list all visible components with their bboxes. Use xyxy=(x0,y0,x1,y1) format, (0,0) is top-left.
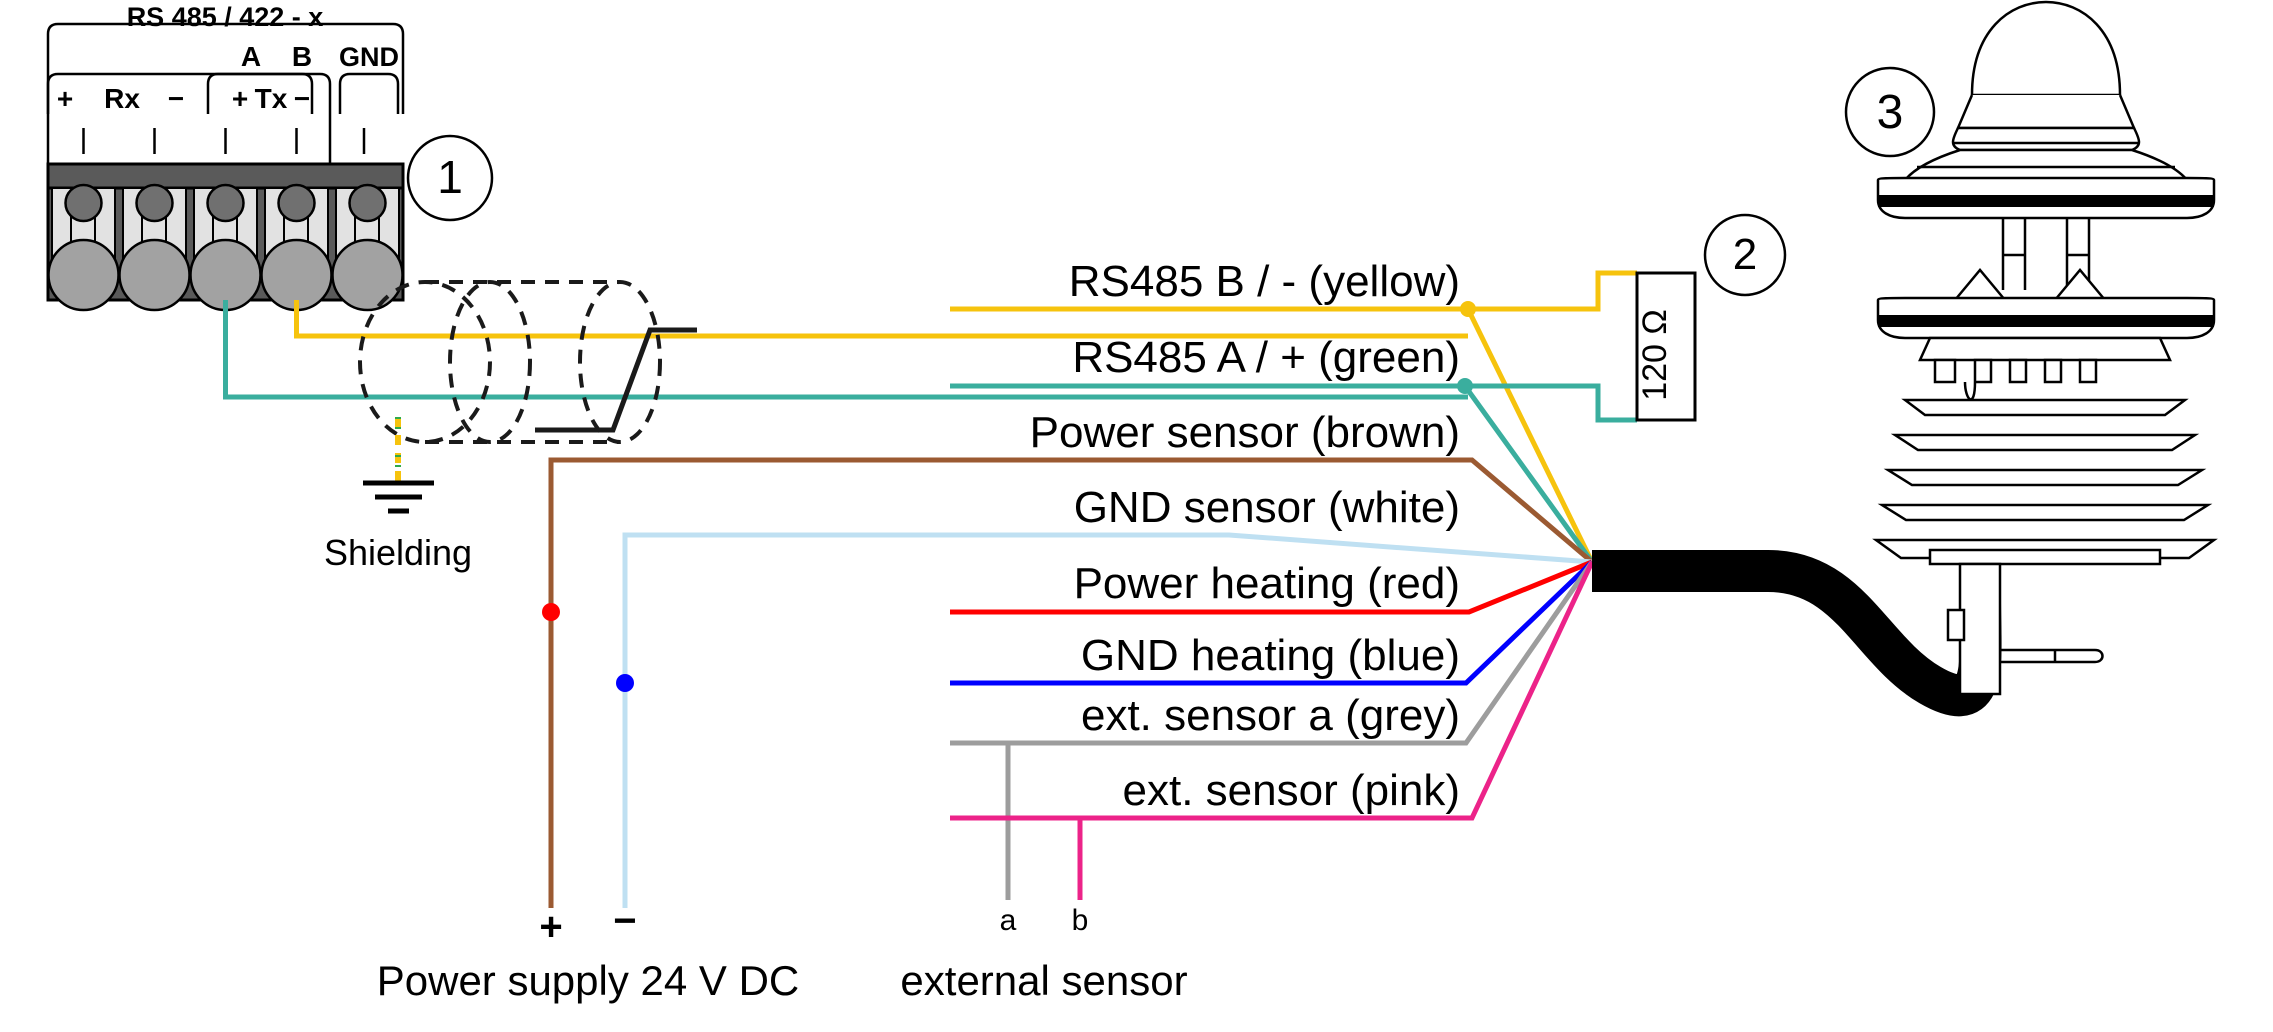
svg-text:−: − xyxy=(168,83,184,114)
svg-text:ext. sensor (pink): ext. sensor (pink) xyxy=(1123,766,1460,815)
svg-text:Rx: Rx xyxy=(104,83,140,114)
svg-text:+: + xyxy=(539,905,562,949)
svg-text:GND sensor (white): GND sensor (white) xyxy=(1074,483,1460,532)
svg-text:+: + xyxy=(57,83,73,114)
svg-text:−: − xyxy=(613,899,636,943)
svg-text:ext. sensor a (grey): ext. sensor a (grey) xyxy=(1081,691,1460,740)
svg-text:Power heating (red): Power heating (red) xyxy=(1074,559,1460,608)
svg-text:A: A xyxy=(241,41,261,72)
svg-text:GND heating (blue): GND heating (blue) xyxy=(1081,631,1460,680)
svg-text:Tx: Tx xyxy=(255,83,288,114)
svg-text:b: b xyxy=(1072,904,1089,937)
svg-text:RS 485 / 422 - x: RS 485 / 422 - x xyxy=(127,2,324,32)
svg-text:120 Ω: 120 Ω xyxy=(1636,309,1674,401)
svg-text:+: + xyxy=(232,83,248,114)
svg-text:−: − xyxy=(294,83,310,114)
svg-text:1: 1 xyxy=(437,151,463,203)
svg-text:Power sensor (brown): Power sensor (brown) xyxy=(1030,408,1460,457)
svg-text:Power supply 24 V DC: Power supply 24 V DC xyxy=(377,957,800,1004)
svg-text:Shielding: Shielding xyxy=(324,532,472,573)
svg-text:a: a xyxy=(1000,904,1017,937)
svg-text:3: 3 xyxy=(1877,86,1904,139)
svg-text:RS485 B / - (yellow): RS485 B / - (yellow) xyxy=(1069,257,1460,306)
svg-text:GND: GND xyxy=(339,42,399,72)
svg-text:2: 2 xyxy=(1733,230,1757,279)
svg-text:B: B xyxy=(292,41,312,72)
svg-text:RS485 A / + (green): RS485 A / + (green) xyxy=(1072,333,1460,382)
svg-text:external sensor: external sensor xyxy=(900,957,1187,1004)
